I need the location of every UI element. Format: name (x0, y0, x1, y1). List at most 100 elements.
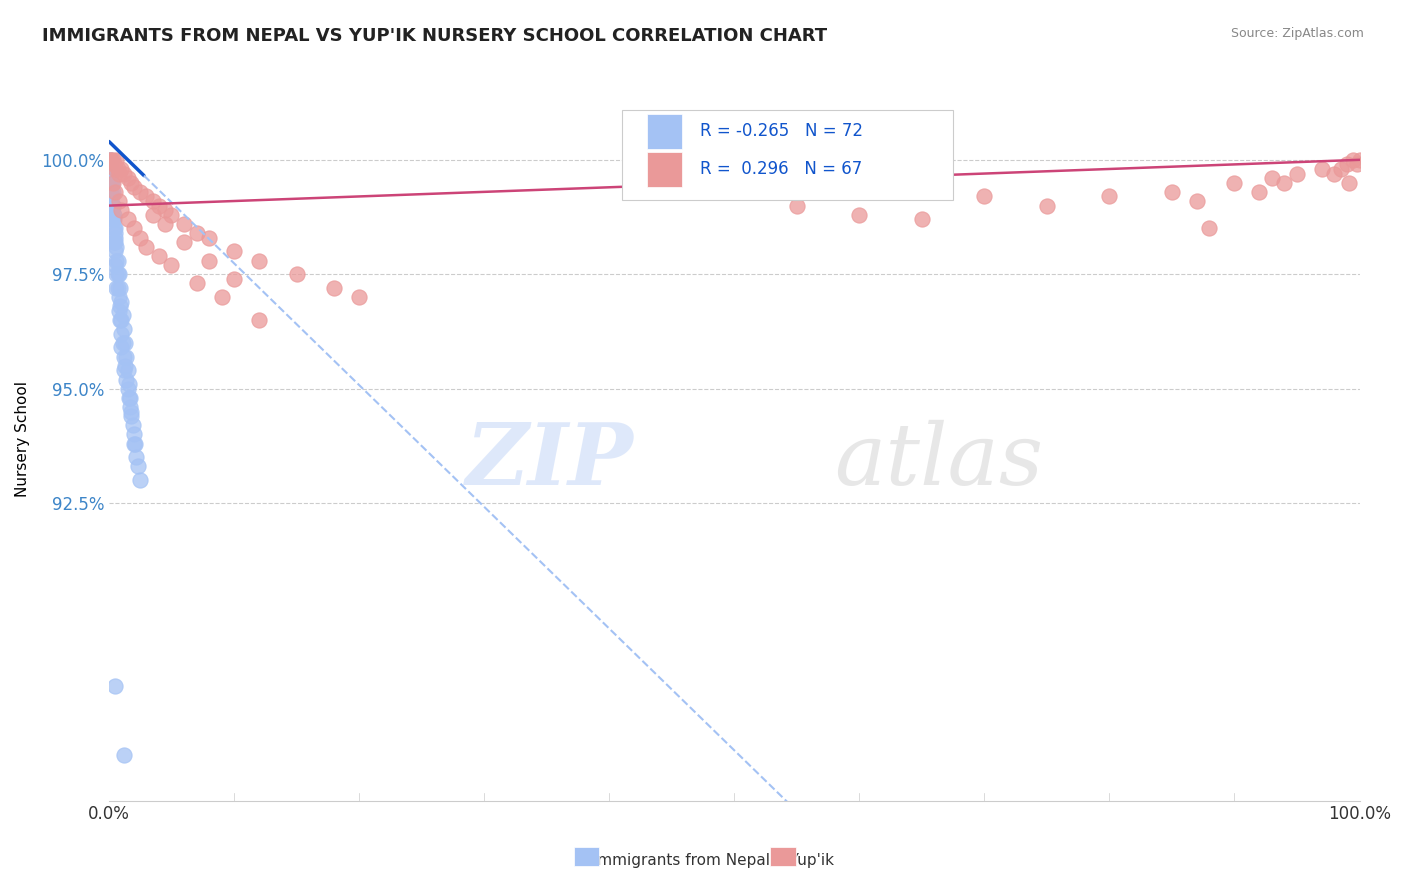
Point (117, 212, 139, 227)
Point (110, 313, 132, 327)
Point (110, 299, 132, 313)
Point (103, 157, 125, 171)
Point (117, 171, 139, 186)
Point (98, 153, 121, 167)
Point (121, 404, 143, 418)
Point (103, 208, 125, 222)
Point (110, 313, 132, 327)
Point (129, 230, 152, 244)
Point (323, 281, 346, 295)
Point (110, 294, 132, 309)
Point (121, 418, 143, 433)
Point (104, 230, 127, 244)
Point (125, 450, 148, 465)
Point (108, 167, 131, 181)
Point (1274, 176, 1296, 190)
Point (107, 253, 129, 268)
Point (110, 161, 132, 176)
Point (247, 313, 270, 327)
Y-axis label: Nursery School: Nursery School (15, 381, 30, 497)
Point (101, 185, 124, 199)
Point (110, 341, 132, 355)
Point (173, 217, 195, 231)
Point (1198, 221, 1220, 235)
Point (285, 267, 308, 281)
Point (110, 326, 132, 341)
Point (105, 240, 128, 254)
Point (108, 267, 131, 281)
Point (100, 153, 122, 167)
Point (101, 153, 124, 167)
Point (101, 203, 124, 218)
Point (1330, 161, 1353, 176)
Point (1098, 189, 1121, 203)
Point (118, 377, 141, 392)
Point (103, 221, 125, 235)
Point (101, 176, 124, 190)
Text: IMMIGRANTS FROM NEPAL VS YUP'IK NURSERY SCHOOL CORRELATION CHART: IMMIGRANTS FROM NEPAL VS YUP'IK NURSERY … (42, 27, 827, 45)
Text: ZIP: ZIP (467, 419, 634, 502)
Point (98, 157, 121, 171)
Point (155, 217, 177, 231)
Point (105, 253, 128, 268)
FancyBboxPatch shape (621, 110, 953, 201)
Point (186, 277, 208, 291)
Point (112, 322, 135, 336)
Text: R = -0.265   N = 72: R = -0.265 N = 72 (700, 122, 863, 140)
Point (101, 198, 124, 212)
Point (122, 436, 145, 450)
Point (186, 226, 208, 240)
Point (118, 391, 141, 405)
Point (103, 212, 125, 227)
Point (104, 258, 127, 272)
Point (115, 372, 138, 386)
Point (103, 198, 125, 212)
Point (110, 203, 132, 218)
Point (114, 359, 136, 373)
Point (160, 208, 183, 222)
Point (111, 309, 134, 323)
Point (101, 189, 124, 203)
Text: Source: ZipAtlas.com: Source: ZipAtlas.com (1230, 27, 1364, 40)
Point (1161, 185, 1184, 199)
Point (112, 167, 135, 181)
Point (112, 747, 135, 762)
Point (1323, 167, 1346, 181)
Point (101, 212, 124, 227)
Point (786, 198, 808, 212)
Point (104, 679, 127, 693)
Point (104, 185, 127, 199)
Point (198, 230, 221, 244)
Point (104, 244, 127, 259)
Point (100, 176, 122, 190)
Point (222, 272, 245, 286)
Point (108, 290, 131, 304)
Point (107, 281, 129, 295)
Point (135, 240, 157, 254)
Point (121, 176, 143, 190)
Point (122, 427, 145, 442)
Point (124, 436, 146, 450)
Point (112, 350, 135, 364)
Point (129, 185, 152, 199)
Point (211, 290, 233, 304)
Point (112, 363, 135, 377)
Point (1339, 176, 1361, 190)
Point (103, 235, 125, 250)
Point (1249, 185, 1271, 199)
Point (100, 167, 122, 181)
Point (973, 189, 995, 203)
Point (129, 473, 152, 487)
Text: Yup'ik: Yup'ik (780, 853, 834, 868)
Point (120, 391, 142, 405)
Point (108, 304, 131, 318)
Point (104, 221, 127, 235)
Point (105, 153, 128, 167)
Point (127, 459, 149, 474)
Point (142, 194, 165, 208)
Point (848, 208, 870, 222)
Point (107, 161, 129, 176)
Point (104, 226, 127, 240)
Point (1348, 153, 1371, 167)
Point (247, 253, 270, 268)
